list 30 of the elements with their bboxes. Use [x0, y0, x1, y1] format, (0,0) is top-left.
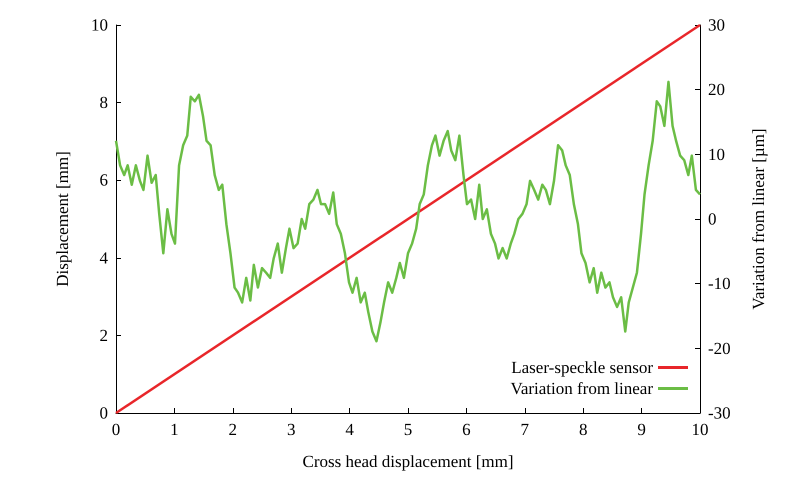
y2-tick-label: -30	[708, 404, 731, 422]
x-tick-label: 4	[345, 420, 354, 439]
y-tick-label: 2	[100, 326, 108, 345]
y2-axis-title: Variation from linear [µm]	[749, 128, 768, 310]
line-series	[114, 80, 702, 342]
x-tick-label: 0	[112, 420, 120, 439]
y2-tick-label: 0	[708, 210, 716, 228]
legend-label: Laser-speckle sensor	[511, 358, 654, 377]
x-tick-label: 2	[228, 420, 238, 439]
x-tick-label: 9	[637, 420, 646, 439]
y-tick-label: 0	[100, 404, 108, 422]
y-tick-label: 4	[100, 248, 108, 268]
x-tick-label: 10	[692, 420, 708, 439]
legend-label: Variation from linear	[510, 379, 654, 398]
x-tick-label: 5	[404, 420, 412, 439]
y2-tick-label: 20	[708, 80, 725, 100]
y2-tick-label: 10	[708, 144, 725, 164]
y2-tick-label: -10	[708, 274, 731, 294]
y-tick-label: 10	[91, 16, 108, 34]
y2-tick-label: -20	[708, 338, 731, 358]
x-tick-label: 1	[170, 420, 179, 439]
x-axis-title: Cross head displacement [mm]	[302, 452, 514, 471]
x-tick-label: 8	[578, 420, 588, 439]
y2-tick-label: 30	[708, 16, 725, 34]
x-tick-label: 7	[520, 420, 530, 439]
y-axis-title: Displacement [mm]	[53, 151, 72, 287]
x-tick-label: 6	[462, 420, 471, 439]
x-tick-label: 3	[286, 420, 296, 439]
y-tick-label: 6	[100, 170, 108, 190]
y-tick-label: 8	[100, 93, 108, 112]
